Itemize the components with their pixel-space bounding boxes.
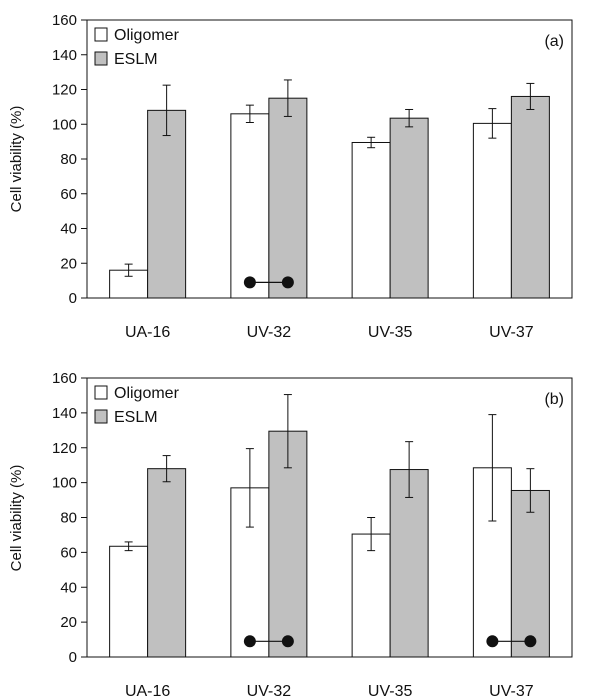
bar-eslm-uv-37 — [510, 95, 550, 299]
legend-label: Oligomer — [114, 27, 180, 44]
y-tick-label: 140 — [52, 405, 77, 422]
legend-swatch — [94, 27, 108, 42]
significance-dot — [524, 635, 537, 648]
bar-oligomer-ua-16 — [109, 545, 149, 658]
y-tick-label: 100 — [52, 475, 77, 492]
legend-swatch — [94, 51, 108, 66]
panel-label: (a) — [544, 33, 564, 50]
legend-label: ESLM — [114, 409, 158, 426]
y-tick-label: 160 — [52, 12, 77, 29]
significance-dot — [281, 635, 294, 648]
panel-label: (b) — [544, 391, 564, 408]
y-tick-label: 80 — [60, 510, 77, 527]
y-tick-label: 120 — [52, 82, 77, 99]
bar-eslm-uv-32 — [268, 430, 308, 658]
y-tick-label: 0 — [69, 290, 77, 307]
y-axis-title: Cell viability (%) — [8, 106, 25, 213]
y-tick-label: 40 — [60, 221, 77, 238]
y-tick-label: 100 — [52, 116, 77, 133]
y-tick-label: 20 — [60, 614, 77, 631]
significance-dot — [243, 276, 256, 289]
legend: Oligomer ESLM — [94, 27, 180, 68]
y-tick-label: 160 — [52, 370, 77, 387]
y-tick-label: 40 — [60, 579, 77, 596]
y-tick-label: 0 — [69, 649, 77, 666]
bar-oligomer-uv-32 — [230, 113, 270, 299]
chart-panel-1: 0 20 40 60 80 100 120 140 160 Cell viability (%) U… — [8, 12, 573, 341]
category-label: UV-32 — [247, 324, 292, 341]
y-tick-label: 120 — [52, 440, 77, 457]
bar-eslm-ua-16 — [147, 468, 187, 658]
bar-eslm-uv-37 — [510, 489, 550, 658]
y-tick-label: 20 — [60, 255, 77, 272]
bar-eslm-uv-35 — [389, 117, 429, 299]
legend-swatch — [94, 385, 108, 400]
y-tick-label: 80 — [60, 151, 77, 168]
category-label: UV-35 — [368, 683, 413, 699]
significance-dot — [281, 276, 294, 289]
y-axis-title: Cell viability (%) — [8, 465, 25, 572]
category-label: UV-32 — [247, 683, 292, 699]
category-label: UV-37 — [489, 683, 534, 699]
bar-eslm-uv-32 — [268, 97, 308, 299]
chart-panel-2: 0 20 40 60 80 100 120 140 160 Cell viability (%) U… — [8, 370, 573, 699]
legend-swatch — [94, 409, 108, 424]
legend: Oligomer ESLM — [94, 385, 180, 426]
category-label: UV-37 — [489, 324, 534, 341]
legend-label: ESLM — [114, 51, 158, 68]
bar-eslm-uv-35 — [389, 469, 429, 658]
y-tick-label: 60 — [60, 544, 77, 561]
bar-oligomer-uv-35 — [351, 533, 391, 658]
category-label: UA-16 — [125, 324, 170, 341]
bar-oligomer-uv-35 — [351, 141, 391, 299]
bar-eslm-ua-16 — [147, 109, 187, 299]
significance-dot — [486, 635, 499, 648]
category-label: UV-35 — [368, 324, 413, 341]
y-tick-label: 140 — [52, 47, 77, 64]
y-tick-label: 60 — [60, 186, 77, 203]
legend-label: Oligomer — [114, 385, 180, 402]
category-label: UA-16 — [125, 683, 170, 699]
bar-oligomer-uv-37 — [472, 122, 512, 299]
significance-dot — [243, 635, 256, 648]
